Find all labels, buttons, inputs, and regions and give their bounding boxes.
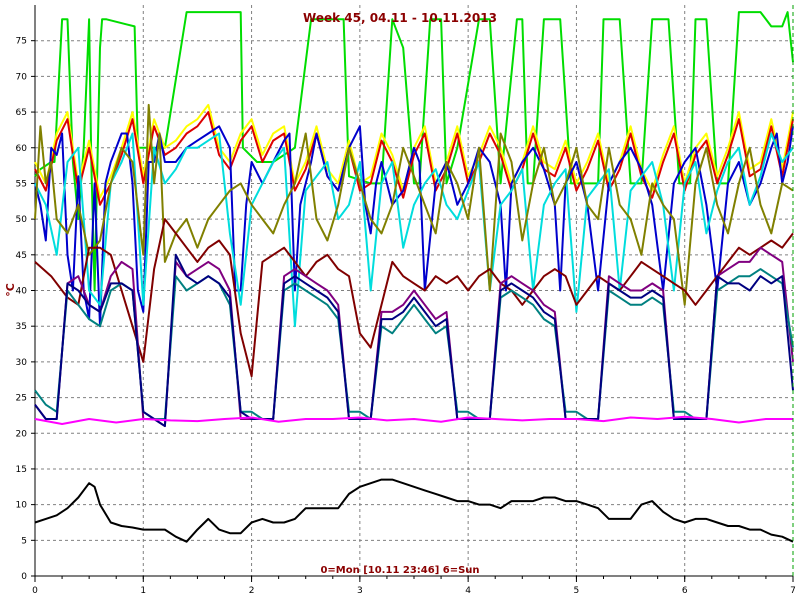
- x-tick-label: 7: [790, 586, 796, 596]
- x-tick-label: 1: [140, 586, 146, 596]
- y-tick-label: 70: [16, 72, 28, 82]
- y-tick-label: 45: [16, 251, 27, 261]
- x-tick-label: 0: [32, 586, 38, 596]
- y-tick-label: 20: [16, 429, 28, 439]
- y-tick-label: 50: [16, 215, 28, 225]
- chart-title: Week 45, 04.11 - 10.11.2013: [303, 11, 497, 25]
- y-tick-label: 35: [16, 322, 27, 332]
- series-line-6: [34, 218, 794, 378]
- y-tick-label: 65: [16, 108, 27, 118]
- series-lines: [34, 11, 794, 543]
- y-axis-label: °C: [4, 283, 17, 297]
- y-tick-label: 60: [16, 144, 28, 154]
- y-tick-label: 0: [21, 572, 27, 582]
- x-tick-label: 2: [249, 586, 255, 596]
- series-line-3: [34, 125, 794, 328]
- y-tick-label: 25: [16, 394, 27, 404]
- y-tick-label: 15: [16, 465, 27, 475]
- series-line-10: [34, 415, 793, 425]
- y-tick-label: 5: [21, 536, 27, 546]
- x-tick-label: 5: [574, 586, 580, 596]
- x-tick-label: 4: [465, 586, 471, 596]
- series-line-9: [34, 253, 794, 428]
- axes: [31, 5, 794, 582]
- y-tick-label: 10: [16, 501, 28, 511]
- y-tick-label: 75: [16, 37, 27, 47]
- series-line-11: [34, 478, 794, 543]
- y-tick-label: 55: [16, 179, 27, 189]
- y-tick-label: 40: [16, 287, 28, 297]
- series-line-5: [34, 103, 794, 306]
- x-tick-label: 3: [357, 586, 363, 596]
- x-axis-label: 0=Mon [10.11 23:46] 6=Sun: [320, 565, 479, 576]
- y-tick-label: 30: [16, 358, 28, 368]
- x-tick-label: 6: [682, 586, 688, 596]
